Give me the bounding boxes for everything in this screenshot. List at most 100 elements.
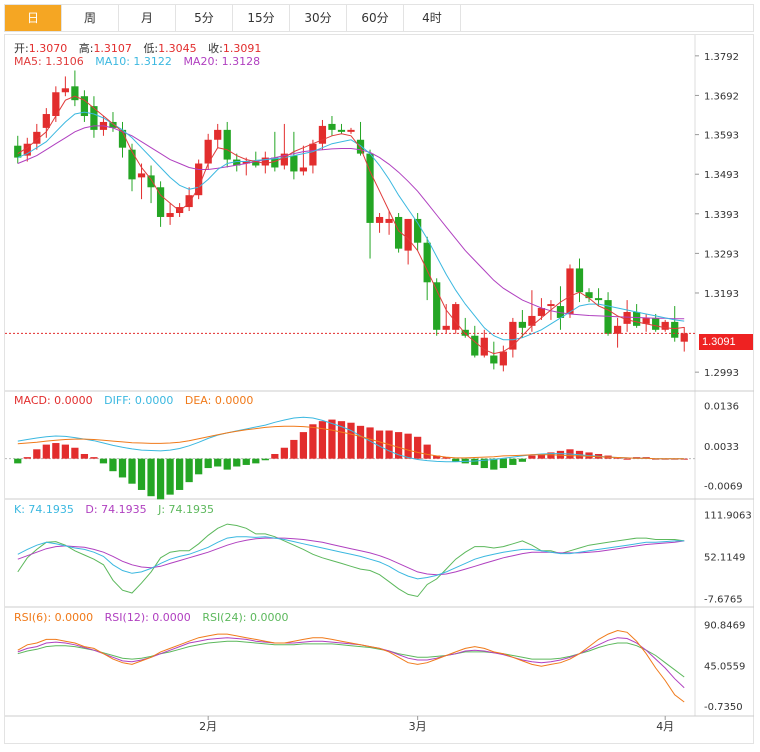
candle-body [309, 143, 317, 166]
kdj-j-line [17, 523, 685, 598]
tab-4[interactable]: 15分 [233, 5, 290, 31]
price-tick-label: 1.2993 [704, 368, 739, 379]
ma-legend: MA5: 1.3106 MA10: 1.3122 MA20: 1.3128 [14, 55, 268, 68]
low-label: 低: [143, 42, 159, 55]
candle-body [23, 143, 31, 156]
candle-body [328, 123, 336, 130]
macd-legend: MACD: 0.0000 DIFF: 0.0000 DEA: 0.0000 [14, 394, 261, 407]
tab-0[interactable]: 日 [5, 5, 62, 31]
macd-dea-line [17, 425, 685, 460]
rsi6-line [17, 629, 685, 703]
chart-frame [4, 34, 754, 744]
macd-bar [452, 458, 460, 462]
candle-body [80, 96, 89, 117]
candle-body [375, 216, 384, 223]
kdj-d-line [17, 537, 685, 576]
high-info: 高:1.3107 [79, 42, 132, 55]
macd-bar [509, 458, 517, 465]
macd-bar [280, 447, 288, 459]
diff-label: DIFF: 0.0000 [104, 394, 174, 407]
ma10-line [17, 111, 685, 341]
tab-3[interactable]: 5分 [176, 5, 233, 31]
candle-body [109, 121, 117, 128]
ohlc-legend: 开:1.3070 高:1.3107 低:1.3045 收:1.3091 [14, 40, 269, 56]
close-value: 1.3091 [222, 42, 262, 55]
rsi-tick-label: 90.8469 [704, 620, 745, 631]
tab-2[interactable]: 月 [119, 5, 176, 31]
open-value: 1.3070 [28, 42, 68, 55]
candle-body [528, 315, 536, 326]
rsi24-label: RSI(24): 0.0000 [202, 611, 289, 624]
price-tick-label: 1.3293 [704, 249, 739, 260]
macd-bar [128, 458, 136, 484]
macd-bar [356, 425, 365, 459]
tab-7[interactable]: 4时 [404, 5, 461, 31]
candle-body [366, 153, 374, 223]
kdj-tick-label: -7.6765 [704, 594, 743, 605]
low-info: 低:1.3045 [143, 42, 196, 55]
macd-bar [375, 430, 384, 459]
macd-bar [61, 444, 69, 459]
candle-body [118, 129, 127, 148]
candle-body [623, 311, 631, 324]
candle-body [242, 161, 250, 164]
macd-bar [680, 458, 688, 460]
macd-bar [309, 424, 317, 459]
macd-bar [547, 452, 555, 459]
candle-body [452, 304, 460, 330]
candle-body [442, 325, 450, 330]
macd-bar [537, 453, 546, 459]
d-label: D: 74.1935 [85, 503, 147, 516]
candle-body [490, 355, 498, 364]
candle-body [385, 218, 393, 223]
candle-body [680, 333, 688, 342]
macd-bar [23, 457, 31, 459]
candle-body [318, 125, 327, 144]
open-label: 开: [14, 42, 29, 55]
candle-body [33, 131, 41, 144]
macd-bar [214, 458, 222, 467]
tab-1[interactable]: 周 [62, 5, 119, 31]
candle-body [128, 149, 136, 180]
candle-body [547, 304, 555, 307]
candle-body [518, 321, 526, 328]
macd-bar [109, 458, 117, 472]
macd-bar [118, 458, 127, 478]
price-tick-label: 1.3692 [704, 91, 739, 102]
candle-body [14, 145, 22, 158]
candle-body [575, 268, 584, 293]
ma10-label: MA10: 1.3122 [95, 55, 172, 68]
price-tick-label: 1.3493 [704, 170, 739, 181]
macd-bar [366, 427, 374, 459]
macd-bar [261, 458, 269, 461]
candle-body [52, 92, 60, 117]
price-tick-label: 1.3193 [704, 289, 739, 300]
macd-bar [414, 436, 422, 459]
macd-bar [166, 458, 174, 495]
candle-body [271, 157, 279, 168]
last-price-tag: 1.3091 [699, 334, 753, 350]
candle-body [556, 306, 565, 318]
macd-bar [185, 458, 193, 483]
macd-tick-label: -0.0069 [704, 482, 743, 493]
candle-body [223, 129, 231, 160]
tab-6[interactable]: 60分 [347, 5, 404, 31]
candle-body [642, 317, 650, 324]
candle-body [252, 161, 260, 166]
macd-bar [204, 458, 212, 469]
close-info: 收:1.3091 [208, 42, 261, 55]
candle-body [290, 155, 298, 172]
macd-bar [394, 432, 403, 459]
candle-body [261, 157, 269, 166]
macd-bar [223, 458, 231, 470]
low-value: 1.3045 [158, 42, 197, 55]
kdj-tick-label: 52.1149 [704, 552, 745, 563]
candle-body [652, 317, 660, 330]
tab-5[interactable]: 30分 [290, 5, 347, 31]
candle-body [461, 329, 469, 336]
macd-bar [33, 449, 41, 459]
kdj-tick-label: 111.9063 [704, 510, 752, 521]
rsi12-label: RSI(12): 0.0000 [104, 611, 191, 624]
ma20-line [17, 125, 685, 320]
candle-body [423, 242, 431, 283]
